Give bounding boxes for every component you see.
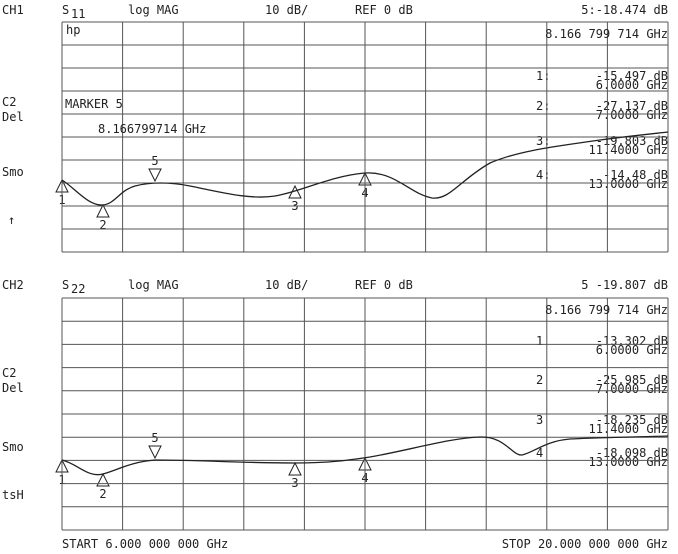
param-sub: 11 (71, 7, 85, 21)
marker-triangle (148, 168, 162, 183)
marker-triangle (96, 203, 110, 218)
marker-triangle (148, 445, 162, 460)
side-label: tsH (2, 488, 24, 502)
channel: CH1 (2, 3, 24, 17)
readout-index: 2: (536, 99, 550, 113)
readout-freq: 11.4000 GHz (589, 422, 668, 436)
active-freq: 8.166 799 714 GHz (545, 27, 668, 41)
marker-triangle (96, 472, 110, 487)
readout-freq: 7.0000 GHz (596, 382, 668, 396)
readout-freq: 13.0000 GHz (589, 455, 668, 469)
readout-value: -25.985 dB (596, 373, 668, 387)
param: S (62, 278, 69, 292)
readout-index: 3 (536, 413, 543, 427)
trace (61, 131, 669, 206)
scale: 10 dB/ (265, 3, 308, 17)
marker-number: 3 (291, 476, 298, 490)
format: log MAG (128, 3, 179, 17)
readout-value: -13.302 dB (596, 334, 668, 348)
channel: CH2 (2, 278, 24, 292)
marker-number: 5 (151, 154, 158, 168)
start: START 6.000 000 000 GHz (62, 537, 228, 551)
logo: hp (66, 23, 80, 37)
marker-freq: 8.166799714 GHz (98, 122, 206, 136)
readout-freq: 6.0000 GHz (596, 343, 668, 357)
side-label: C2 (2, 366, 16, 380)
readout-freq: 7.0000 GHz (596, 108, 668, 122)
readout-index: 1 (536, 334, 543, 348)
side-label: Smo (2, 440, 24, 454)
marker-number: 2 (99, 218, 106, 232)
readout-index: 4: (536, 168, 550, 182)
readout-index: 1: (536, 69, 550, 83)
ref: REF 0 dB (355, 278, 413, 292)
readout-value: -14.48 dB (603, 168, 668, 182)
side-label: Del (2, 110, 24, 124)
readout-value: -18.235 dB (596, 413, 668, 427)
readout-freq: 13.0000 GHz (589, 177, 668, 191)
readout-freq: 11.4000 GHz (589, 143, 668, 157)
marker-number: 2 (99, 487, 106, 501)
active-marker: 5:-18.474 dB (581, 3, 668, 17)
param: S (62, 3, 69, 17)
side-label: ↑ (8, 213, 15, 227)
marker-triangle (288, 461, 302, 476)
ref: REF 0 dB (355, 3, 413, 17)
marker-title: MARKER 5 (65, 97, 123, 111)
side-label: C2 (2, 95, 16, 109)
side-label: Del (2, 381, 24, 395)
trace (61, 435, 669, 476)
param-sub: 22 (71, 282, 85, 296)
readout-value: -18.098 dB (596, 446, 668, 460)
readout-index: 2 (536, 373, 543, 387)
readout-value: -15.497 dB (596, 69, 668, 83)
format: log MAG (128, 278, 179, 292)
active-marker: 5 -19.807 dB (581, 278, 668, 292)
readout-freq: 6.0000 GHz (596, 78, 668, 92)
marker-number: 5 (151, 431, 158, 445)
scale: 10 dB/ (265, 278, 308, 292)
stop: STOP 20.000 000 000 GHz (502, 537, 668, 551)
readout-value: -27.137 dB (596, 99, 668, 113)
side-label: Smo (2, 165, 24, 179)
readout-index: 3: (536, 134, 550, 148)
active-freq: 8.166 799 714 GHz (545, 303, 668, 317)
readout-index: 4 (536, 446, 543, 460)
